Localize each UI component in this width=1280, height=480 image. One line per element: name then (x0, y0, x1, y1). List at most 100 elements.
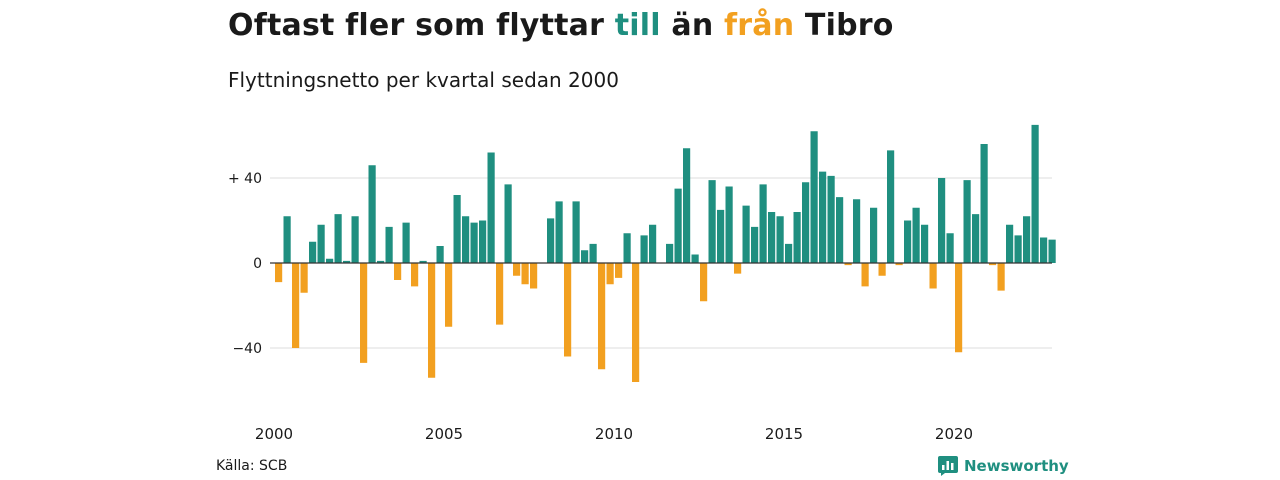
title-part-3: Tibro (794, 8, 894, 43)
bar (1006, 224, 1014, 263)
bar (972, 214, 980, 264)
source-note: Källa: SCB (216, 458, 288, 474)
bar (827, 175, 835, 264)
bar (997, 263, 1005, 291)
bar (521, 263, 529, 285)
gridlines (270, 177, 1052, 349)
bar (411, 263, 419, 287)
bar (402, 222, 410, 264)
bar (496, 263, 504, 325)
bar (368, 165, 376, 263)
newsworthy-logo-icon (938, 456, 958, 476)
x-tick-label: 2000 (255, 425, 293, 443)
y-tick-label: −40 (232, 341, 262, 357)
bar (300, 263, 308, 293)
chart-subtitle: Flyttningsnetto per kvartal sedan 2000 (228, 68, 619, 92)
bar (572, 201, 580, 264)
bar (640, 235, 648, 264)
x-tick-label: 2005 (425, 425, 463, 443)
bar (734, 263, 742, 274)
bar (844, 263, 852, 266)
bar (759, 184, 767, 264)
bar-chart: + 40 0 −40 2000 2005 2010 2015 2020 (228, 124, 1056, 443)
bar (581, 250, 589, 263)
bar (666, 243, 674, 264)
bar (513, 263, 521, 276)
bar (615, 263, 623, 278)
bar (895, 263, 903, 266)
bar (870, 207, 878, 263)
bar (564, 263, 572, 357)
bar (955, 263, 963, 353)
y-axis-labels: + 40 0 −40 (228, 171, 262, 357)
bar (555, 201, 563, 264)
bar (1031, 124, 1039, 264)
bar (938, 178, 946, 263)
bar (1023, 216, 1031, 263)
bar (810, 131, 818, 263)
bar (1014, 235, 1022, 264)
bar (717, 209, 725, 264)
bar (929, 263, 937, 289)
bar (462, 216, 470, 263)
bar (768, 212, 776, 263)
bar (385, 226, 393, 264)
bar (785, 243, 793, 264)
bar (530, 263, 538, 289)
bar (419, 260, 427, 264)
bar (606, 263, 614, 285)
bar (904, 220, 912, 263)
bar (436, 246, 444, 263)
chart-title: Oftast fler som flyttar till än från Tib… (228, 8, 894, 43)
bar (836, 197, 844, 264)
bar (309, 241, 317, 263)
bar (691, 254, 699, 263)
bar (453, 195, 461, 263)
bar (283, 216, 291, 263)
bar (742, 205, 750, 264)
bar (776, 216, 784, 263)
bar (326, 258, 334, 263)
bar (394, 263, 402, 280)
x-tick-label: 2020 (935, 425, 973, 443)
bar (623, 233, 631, 263)
bar (292, 263, 300, 348)
bar (632, 263, 640, 382)
brand-name: Newsworthy (964, 457, 1069, 475)
bar (912, 207, 920, 263)
x-axis-labels: 2000 2005 2010 2015 2020 (255, 425, 973, 443)
bar (479, 220, 487, 263)
bar (725, 186, 733, 263)
bar (980, 144, 988, 263)
bar (598, 263, 606, 370)
y-tick-label: 0 (253, 256, 262, 272)
bar (861, 263, 869, 287)
bar (963, 180, 971, 264)
bar (921, 224, 929, 263)
bar (317, 224, 325, 263)
bar (793, 212, 801, 263)
x-tick-label: 2015 (765, 425, 803, 443)
bar (343, 260, 351, 264)
x-tick-label: 2010 (595, 425, 633, 443)
bar (946, 233, 954, 263)
bar (887, 150, 895, 264)
bar (853, 199, 861, 263)
bar (377, 260, 385, 264)
bar (547, 218, 555, 264)
bar (700, 263, 708, 302)
bar (470, 222, 478, 264)
bar (351, 216, 359, 263)
bar (1040, 237, 1048, 263)
bar (445, 263, 453, 327)
bar (683, 148, 691, 263)
bars (275, 124, 1056, 382)
brand-logo: Newsworthy (938, 456, 1069, 476)
bar (751, 226, 759, 264)
bar (819, 171, 827, 264)
title-till: till (614, 8, 661, 43)
bar (878, 263, 886, 276)
title-part-1: Oftast fler som flyttar (228, 8, 615, 43)
bar (802, 182, 810, 263)
bar (334, 214, 342, 264)
